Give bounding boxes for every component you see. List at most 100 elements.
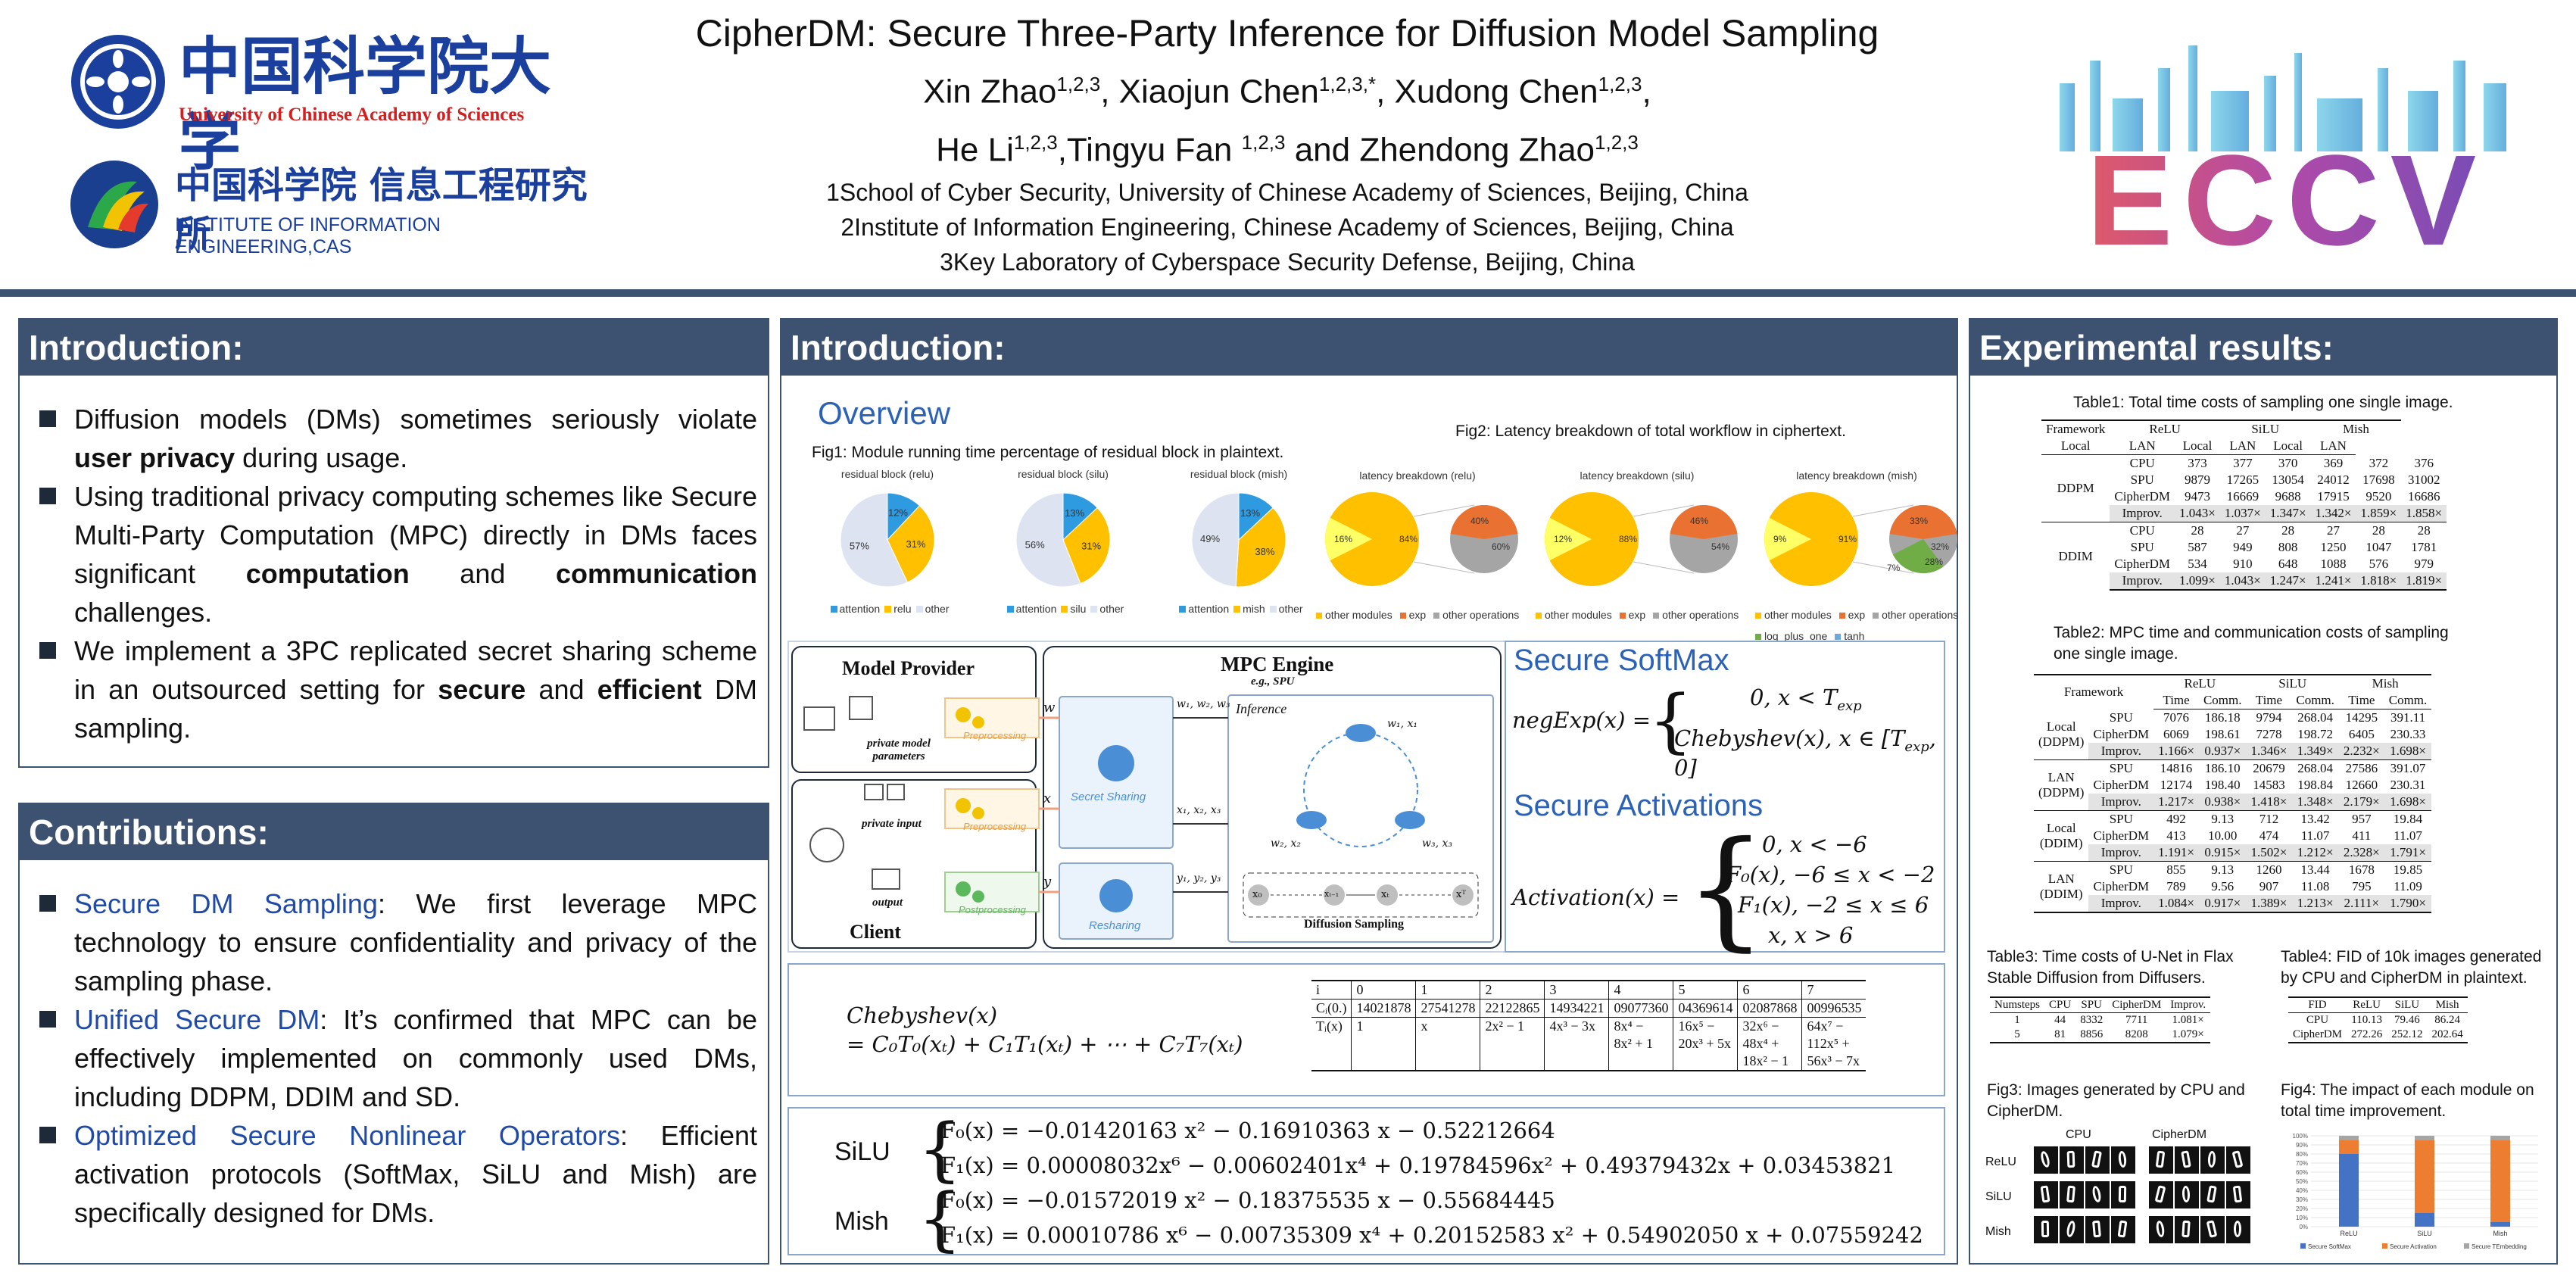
table-row: SPU 9879 17265 13054 24012 17698 31002 [2130, 472, 2440, 487]
postprocessing-label: Postprocessing [959, 904, 1026, 915]
fig4-stacked-bar-chart: 0% 10% 20% 30% 40% 50% 60% 70% 80% 90% 100% ReLU SiL… [2293, 1133, 2538, 1250]
pie-slice [1062, 507, 1111, 585]
bullet-square-icon [39, 895, 56, 912]
pie-legend: attention mish other [1155, 603, 1322, 615]
pie-legend: other modules exp other operations [1531, 604, 1743, 625]
bar-segment [2339, 1154, 2359, 1227]
w-shares-label: w₁, w₂, w₃ [1177, 698, 1230, 710]
secure-ops-panel: Secure SoftMax negExp(x) = { 0, x < Texp… [1505, 641, 1945, 957]
legend-label: Secure TEmbedding [2472, 1243, 2527, 1250]
pie-slice [1450, 505, 1518, 539]
table-row: CipherDM 789 9.56 907 11.08 795 11.09 [2093, 879, 2422, 893]
generated-image [2060, 1146, 2084, 1174]
generated-image [2111, 1181, 2135, 1208]
table-row: CPU 110.13 79.46 86.24 [2306, 1014, 2460, 1026]
generated-image [2085, 1146, 2110, 1174]
x-tick-label: Mish [2493, 1230, 2507, 1237]
generated-image [2226, 1181, 2250, 1208]
silu-f0: F₀(x) = −0.01420163 x² − 0.16910363 x − … [940, 1118, 1555, 1143]
pie-title: residual block (mish) [1190, 468, 1288, 480]
affiliation-1: 1School of Cyber Security, University of… [826, 179, 1748, 207]
iie-emblem-icon [70, 161, 158, 248]
generated-image [2175, 1181, 2199, 1208]
bullet-square-icon [39, 488, 56, 504]
party3-label: w₃, x₃ [1422, 837, 1453, 850]
resharing-label: Resharing [1089, 919, 1141, 932]
table-row: Improv. 1.166× 0.937× 1.346× 1.349× 2.232× 1.6… [2034, 743, 2432, 760]
ucas-logo: 中国科学院大学 University of Chinese Academy of… [65, 29, 580, 179]
fig2-pies: latency breakdown (relu) 16% 84% 40% 60% othe… [1311, 448, 1958, 642]
fig3-caption: Fig3: Images generated by CPU and Cipher… [1987, 1081, 2245, 1120]
bar-segment [2339, 1136, 2359, 1140]
contributions-section: Contributions: Secure DM Sampling: We fi… [18, 803, 769, 1265]
pie-slice-label: 57% [850, 540, 869, 551]
intro-middle-section: Introduction: Overview Fig1: Module runn… [780, 318, 1958, 1265]
y-tick-label: 100% [2293, 1133, 2308, 1140]
table1-caption: Table1: Total time costs of sampling one… [2073, 394, 2453, 411]
silu-f1: F₁(x) = 0.00008032x⁶ − 0.00602401x⁴ + 0.… [940, 1152, 1896, 1178]
table4-caption: Table4: FID of 10k images generated by C… [2281, 948, 2542, 987]
intro-bullet-1: Diffusion models (DMs) sometimes serious… [30, 400, 757, 477]
table3-caption: Table3: Time costs of U-Net in Flax Stab… [1987, 948, 2234, 987]
table-row: CipherDM 272.26 252.12 202.64 [2288, 1028, 2468, 1043]
authors-line-1: Xin Zhao1,2,3, Xiaojun Chen1,2,3,*, Xudo… [923, 73, 1651, 111]
poster-header: 中国科学院大学 University of Chinese Academy of… [0, 0, 2576, 288]
chebyshev-rhs: = C₀T₀(xₜ) + C₁T₁(xₜ) + ⋯ + C₇T₇(xₜ) [847, 1031, 1243, 1057]
generated-image [2175, 1146, 2199, 1174]
pie-slice-label: 31% [1081, 540, 1101, 551]
bar-segment [2415, 1140, 2434, 1213]
silu-label: SiLU [834, 1137, 890, 1166]
header-divider [0, 289, 2576, 297]
fig3-col-cpu: CPU [2066, 1128, 2091, 1141]
pie-legend: attention relu other [804, 603, 971, 615]
table-row: 5 81 8856 8208 1.079× [1990, 1028, 2211, 1043]
pie-slice-label: 54% [1711, 541, 1729, 552]
intro-bullet-3: We implement a 3PC replicated secret sha… [30, 632, 757, 747]
x-tick-label: SiLU [2417, 1230, 2432, 1237]
pie-of-pie-chart: 12% 88% 46% 54% [1545, 492, 1738, 586]
poster-title: CipherDM: Secure Three-Party Inference f… [695, 12, 1879, 55]
pie-chart: 13% 31% 56% [1015, 492, 1111, 588]
pie-of-pie-chart: 16% 84% 40% 60% [1325, 492, 1518, 586]
legend-swatch [2382, 1243, 2387, 1249]
table-row: Tᵢ(x) 1 x 2x² − 1 4x³ − 3x 8x⁴ −16x⁵ −32x⁶ −6… [1311, 1017, 1867, 1035]
table-row: SPU 587 949 808 1250 1047 1781 [2130, 540, 2437, 554]
fig2-pie-1: latency breakdown (silu) 12% 88% 46% 54% othe… [1531, 448, 1751, 630]
softmax-heading: Secure SoftMax [1514, 644, 1729, 677]
pie-slice-label: 88% [1619, 534, 1637, 544]
authors-line-2: He Li1,2,3,Tingyu Fan 1,2,3 and Zhendong… [936, 130, 1639, 169]
pie-slice-label: 13% [1240, 507, 1260, 519]
pie-slice-label: 31% [906, 538, 926, 550]
table-row: Improv. 1.191× 0.915× 1.502× 1.212× 2.328× 1.7… [2034, 844, 2432, 862]
generated-image [2149, 1216, 2173, 1243]
pie-slice-label: 28% [1925, 557, 1943, 567]
table-subheader: Time Comm. Time Comm. Time Comm. [2034, 692, 2432, 709]
polynomial-panel: SiLU { F₀(x) = −0.01420163 x² − 0.169103… [787, 1107, 1945, 1257]
pie-title: residual block (silu) [1018, 468, 1109, 480]
model-provider-label: Model Provider [842, 657, 975, 679]
table-row: CipherDM 12174 198.40 14583 198.84 12660 230.3… [2093, 778, 2426, 792]
fig3-row-label: Mish [1985, 1225, 2011, 1238]
generated-image [2200, 1146, 2225, 1174]
contrib-bullet-2: Unified Secure DM: It’s confirmed that M… [30, 1000, 757, 1116]
silu-brace: { [918, 1109, 962, 1190]
preprocessing-label-2: Preprocessing [963, 821, 1027, 832]
fig1-pie-2: residual block (mish) 13% 38% 49% attention m… [1155, 468, 1322, 619]
pie-slice-label: 12% [888, 507, 908, 519]
table-row: CipherDM 6069 198.61 7278 198.72 6405 230.33 [2093, 727, 2426, 741]
pie-slice-label: 33% [1910, 516, 1928, 526]
chain-xt-1: xₜ₋₁ [1324, 889, 1339, 899]
eccv-skyline-icon [2060, 45, 2506, 151]
section-heading: Introduction: [20, 320, 768, 376]
generated-image [2085, 1181, 2110, 1208]
mpc-engine-label: MPC Engine [1221, 653, 1334, 675]
table-row: Improv. 1.099× 1.043× 1.247× 1.241× 1.818× 1.8… [2041, 572, 2447, 591]
affiliation-3: 3Key Laboratory of Cyberspace Security D… [940, 248, 1635, 276]
pie-title: residual block (relu) [840, 468, 934, 480]
table-row: 18x² − 1 56x³ − 7x [1311, 1053, 1867, 1071]
legend-label: Secure SoftMax [2308, 1243, 2351, 1250]
pie-slice [1889, 505, 1957, 539]
pie-slice-label: 16% [1334, 534, 1352, 544]
table-row: CipherDM 534 910 648 1088 576 979 [2114, 557, 2434, 571]
diagram-drawing [791, 646, 1502, 949]
